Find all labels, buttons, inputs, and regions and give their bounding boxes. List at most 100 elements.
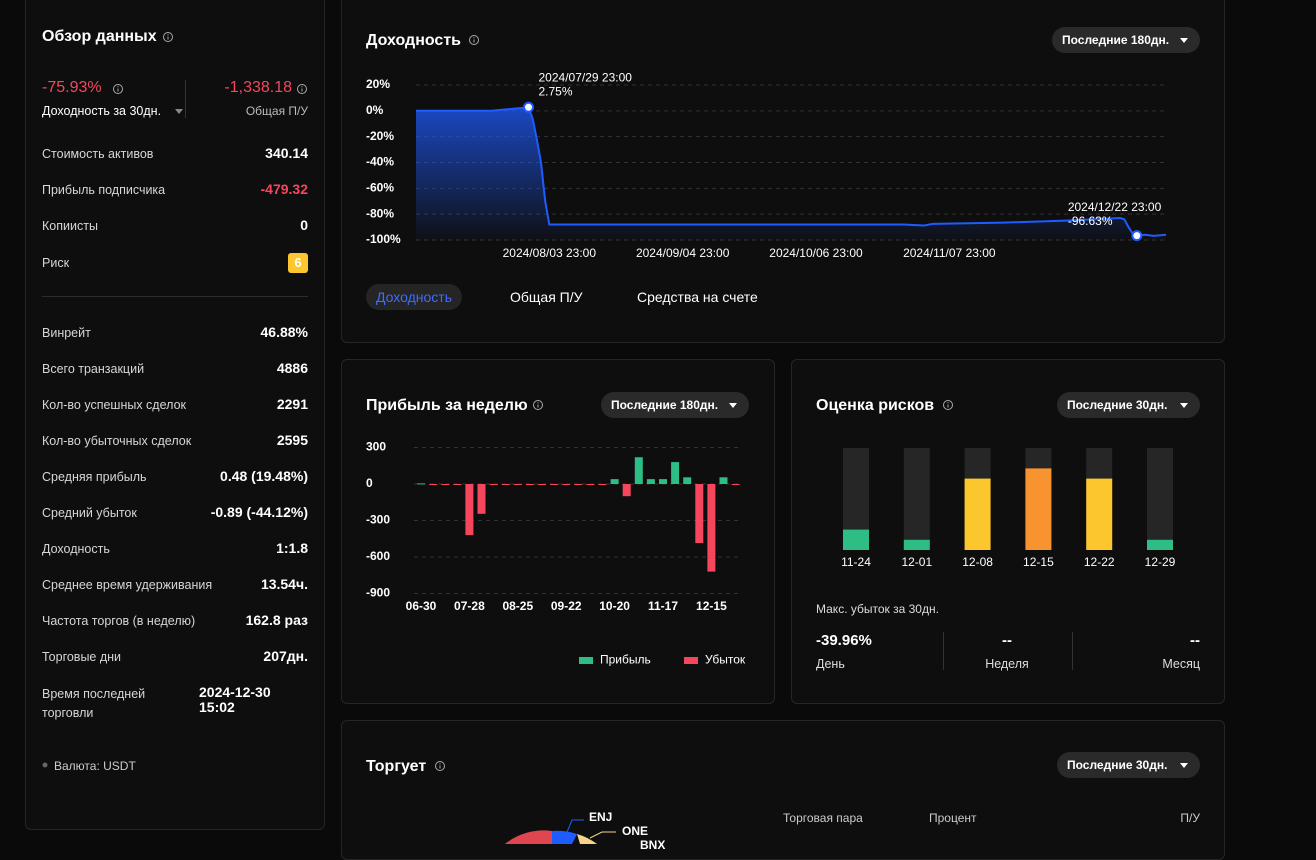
info-icon[interactable] — [113, 84, 123, 94]
currency: Валюта: USDT — [54, 759, 136, 773]
bar — [550, 484, 559, 485]
bar — [441, 484, 450, 485]
info-icon[interactable] — [163, 32, 173, 42]
card-title: Прибыль за неделю — [366, 397, 528, 414]
bar — [574, 484, 583, 485]
y-tick-label: -20% — [366, 129, 394, 143]
x-tick-label: 2024/11/07 23:00 — [903, 246, 996, 260]
x-tick-label: 2024/08/03 23:00 — [503, 246, 597, 260]
bar — [695, 484, 704, 544]
y-tick-label: 20% — [366, 77, 390, 91]
y-tick-label: 300 — [366, 440, 386, 454]
stat-label: Копиисты — [42, 219, 98, 233]
stat-label: Торговые дни — [42, 650, 122, 664]
point-marker — [523, 101, 534, 113]
info-icon[interactable] — [533, 400, 543, 410]
caret[interactable] — [175, 109, 183, 114]
stat-value: -0.89 (-44.12%) — [210, 504, 308, 520]
info-icon[interactable] — [297, 84, 307, 94]
bar — [453, 484, 462, 485]
tab[interactable]: Средства на счете — [637, 289, 758, 305]
leader-line — [566, 819, 584, 833]
annotation-value: 2.75% — [539, 84, 573, 98]
drawdown-title: Макс. убыток за 30дн. — [816, 602, 939, 616]
x-tick-label: 12-29 — [1145, 555, 1176, 569]
bar — [525, 484, 534, 485]
bar — [513, 484, 522, 485]
bar — [477, 484, 486, 514]
legend-swatch — [684, 657, 698, 664]
stat-label: Винрейт — [42, 326, 91, 340]
bar — [610, 479, 619, 484]
stat-value: 162.8 раз — [245, 612, 308, 628]
bar — [598, 484, 607, 485]
tab[interactable]: Общая П/У — [510, 289, 583, 305]
stat-value: 0.48 (19.48%) — [220, 468, 308, 484]
bar-track — [903, 448, 930, 550]
x-tick-label: 08-25 — [502, 599, 533, 613]
y-tick-label: 0% — [366, 103, 384, 117]
info-icon[interactable] — [469, 35, 479, 45]
overview-panel — [25, 0, 325, 830]
stat-label: Всего транзакций — [42, 362, 145, 376]
stat-value: -479.32 — [260, 181, 308, 197]
x-tick-label: 11-24 — [841, 555, 871, 569]
stat-label: Среднее время удерживания — [42, 578, 213, 592]
x-tick-label: 12-22 — [1084, 555, 1115, 569]
range-dropdown[interactable]: Последние 30дн. — [1057, 392, 1200, 418]
info-icon[interactable] — [943, 400, 953, 410]
y-tick-label: -900 — [366, 586, 390, 600]
bar — [903, 539, 930, 550]
asset-label: ENJ — [589, 810, 613, 824]
stat-value: 2595 — [276, 432, 308, 448]
stat-value: 2024-12-30 15:02 — [199, 684, 271, 715]
x-tick-label: 12-08 — [962, 555, 993, 569]
bar — [719, 477, 728, 484]
info-icon[interactable] — [435, 761, 445, 771]
drawdown-label: День — [816, 657, 845, 671]
drawdown-label: Неделя — [985, 657, 1029, 671]
range-dropdown[interactable]: Последние 180дн. — [601, 392, 749, 418]
bar — [501, 484, 510, 485]
range-dropdown[interactable]: Последние 180дн. — [1052, 27, 1200, 53]
bar — [646, 479, 655, 484]
card-title: Торгует — [366, 758, 427, 775]
bar — [671, 462, 680, 484]
risk-badge: 6 — [288, 253, 308, 273]
trading-card — [341, 720, 1225, 860]
y-tick-label: 0 — [366, 476, 373, 490]
pnl-label: Общая П/У — [245, 104, 308, 118]
x-tick-label: 2024/09/04 23:00 — [636, 246, 730, 260]
x-tick-label: 12-15 — [696, 599, 727, 613]
range-dropdown[interactable]: Последние 30дн. — [1057, 752, 1200, 778]
legend-label: Прибыль — [600, 653, 651, 667]
bar — [622, 484, 631, 497]
annotation-value: -96.63% — [1068, 214, 1113, 228]
stat-label: Частота торгов (в неделю) — [42, 614, 196, 628]
stat-label: Средний убыток — [42, 506, 137, 520]
y-tick-label: -80% — [366, 206, 394, 220]
x-tick-label: 09-22 — [551, 599, 582, 613]
donut-segment — [552, 830, 577, 844]
bar — [634, 457, 643, 484]
stat-value: 4886 — [276, 360, 308, 376]
return-label[interactable]: Доходность за 30дн. — [42, 104, 162, 118]
stat-value: 13.54ч. — [260, 576, 308, 592]
bar — [1086, 478, 1113, 550]
bar — [1147, 539, 1173, 550]
stat-label: Прибыль подписчика — [42, 183, 166, 197]
stat-value: 0 — [300, 217, 308, 233]
bar-track — [1147, 448, 1173, 550]
card-title: Доходность — [366, 32, 461, 49]
annotation-date: 2024/07/29 23:00 — [539, 70, 633, 84]
bar — [538, 484, 546, 485]
stat-value: 1:1.8 — [276, 540, 308, 556]
tab[interactable]: Доходность — [366, 284, 462, 310]
drawdown-value: -- — [1190, 632, 1200, 649]
y-tick-label: -60% — [366, 181, 394, 195]
x-tick-label: 12-01 — [901, 555, 932, 569]
bar — [731, 484, 740, 485]
drawdown-value: -39.96% — [816, 632, 872, 649]
